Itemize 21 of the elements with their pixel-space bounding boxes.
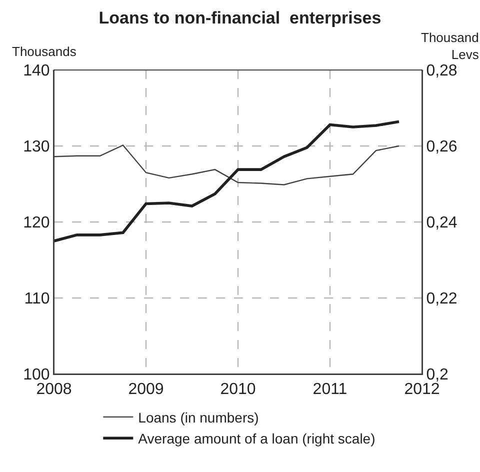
y-tick-label: 140 <box>23 62 50 80</box>
line-series <box>54 120 400 242</box>
y2-tick-label: 0,22 <box>426 290 458 308</box>
x-tick-label: 2008 <box>36 381 72 398</box>
y2-tick-label: 0,28 <box>426 62 458 80</box>
y2-tick-label: 0,2 <box>426 366 449 384</box>
chart-title: Loans to non-financial enterprises <box>98 8 382 28</box>
y-tick-label: 100 <box>23 366 50 384</box>
x-tick-label: 2012 <box>404 381 440 398</box>
y2-axis-title: Thousand Levs <box>421 30 480 62</box>
legend-label: Loans (in numbers) <box>138 409 259 426</box>
y2-tick-label: 0,24 <box>426 214 458 232</box>
x-tick-label: 2010 <box>220 381 256 398</box>
y-axis-title: Thousands <box>12 44 77 59</box>
legend-label: Average amount of a loan (right scale) <box>138 430 376 447</box>
x-tick-label: 2009 <box>128 381 164 398</box>
y-tick-label: 130 <box>23 138 50 156</box>
y-tick-label: 120 <box>23 214 50 232</box>
x-tick-label: 2011 <box>312 381 348 398</box>
y2-tick-label: 0,26 <box>426 138 458 156</box>
y-tick-label: 110 <box>24 290 50 308</box>
